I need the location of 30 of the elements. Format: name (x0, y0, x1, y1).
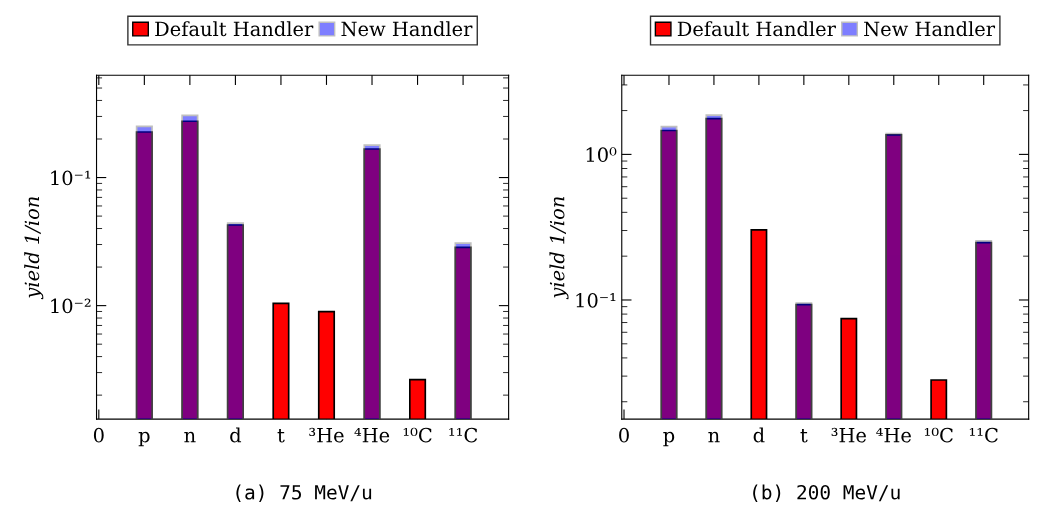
x-tick-label: n (708, 431, 720, 443)
y-axis-title: yield 1/ion (24, 197, 44, 300)
x-tick-label: 0 (619, 427, 629, 443)
x-tick-label: d (230, 427, 242, 443)
y-tick-label: 10⁻¹ (51, 170, 91, 186)
x-tick-label: ¹¹C (449, 427, 478, 443)
x-tick-label: 0 (93, 427, 104, 443)
y-tick-label: 10⁰ (586, 147, 617, 163)
y-tick-label: 10⁻¹ (576, 292, 616, 308)
y-tick-label: 10⁻² (51, 298, 91, 314)
legend-label: New Handler (864, 21, 996, 37)
text: (b) 200 MeV/u (753, 484, 900, 502)
text: (a) 75 MeV/u (236, 484, 372, 502)
x-tick-label: p (138, 431, 150, 447)
x-tick-label: ³He (309, 427, 344, 443)
x-tick-label: t (800, 428, 808, 443)
x-tick-label: d (753, 427, 765, 443)
x-tick-label: p (663, 431, 675, 447)
x-tick-label: ¹⁰C (924, 427, 953, 443)
x-tick-label: ⁴He (354, 427, 390, 443)
x-tick-label: ¹⁰C (403, 427, 432, 443)
x-tick-label: ³He (831, 427, 866, 443)
y-axis-title: yield 1/ion (549, 197, 569, 300)
legend-label: New Handler (341, 21, 473, 37)
x-tick-label: t (277, 428, 285, 443)
x-tick-label: n (184, 431, 196, 443)
legend-label: Default Handler (677, 21, 836, 37)
x-tick-label: ⁴He (876, 427, 911, 443)
x-tick-label: ¹¹C (969, 427, 998, 443)
legend-label: Default Handler (155, 21, 314, 37)
